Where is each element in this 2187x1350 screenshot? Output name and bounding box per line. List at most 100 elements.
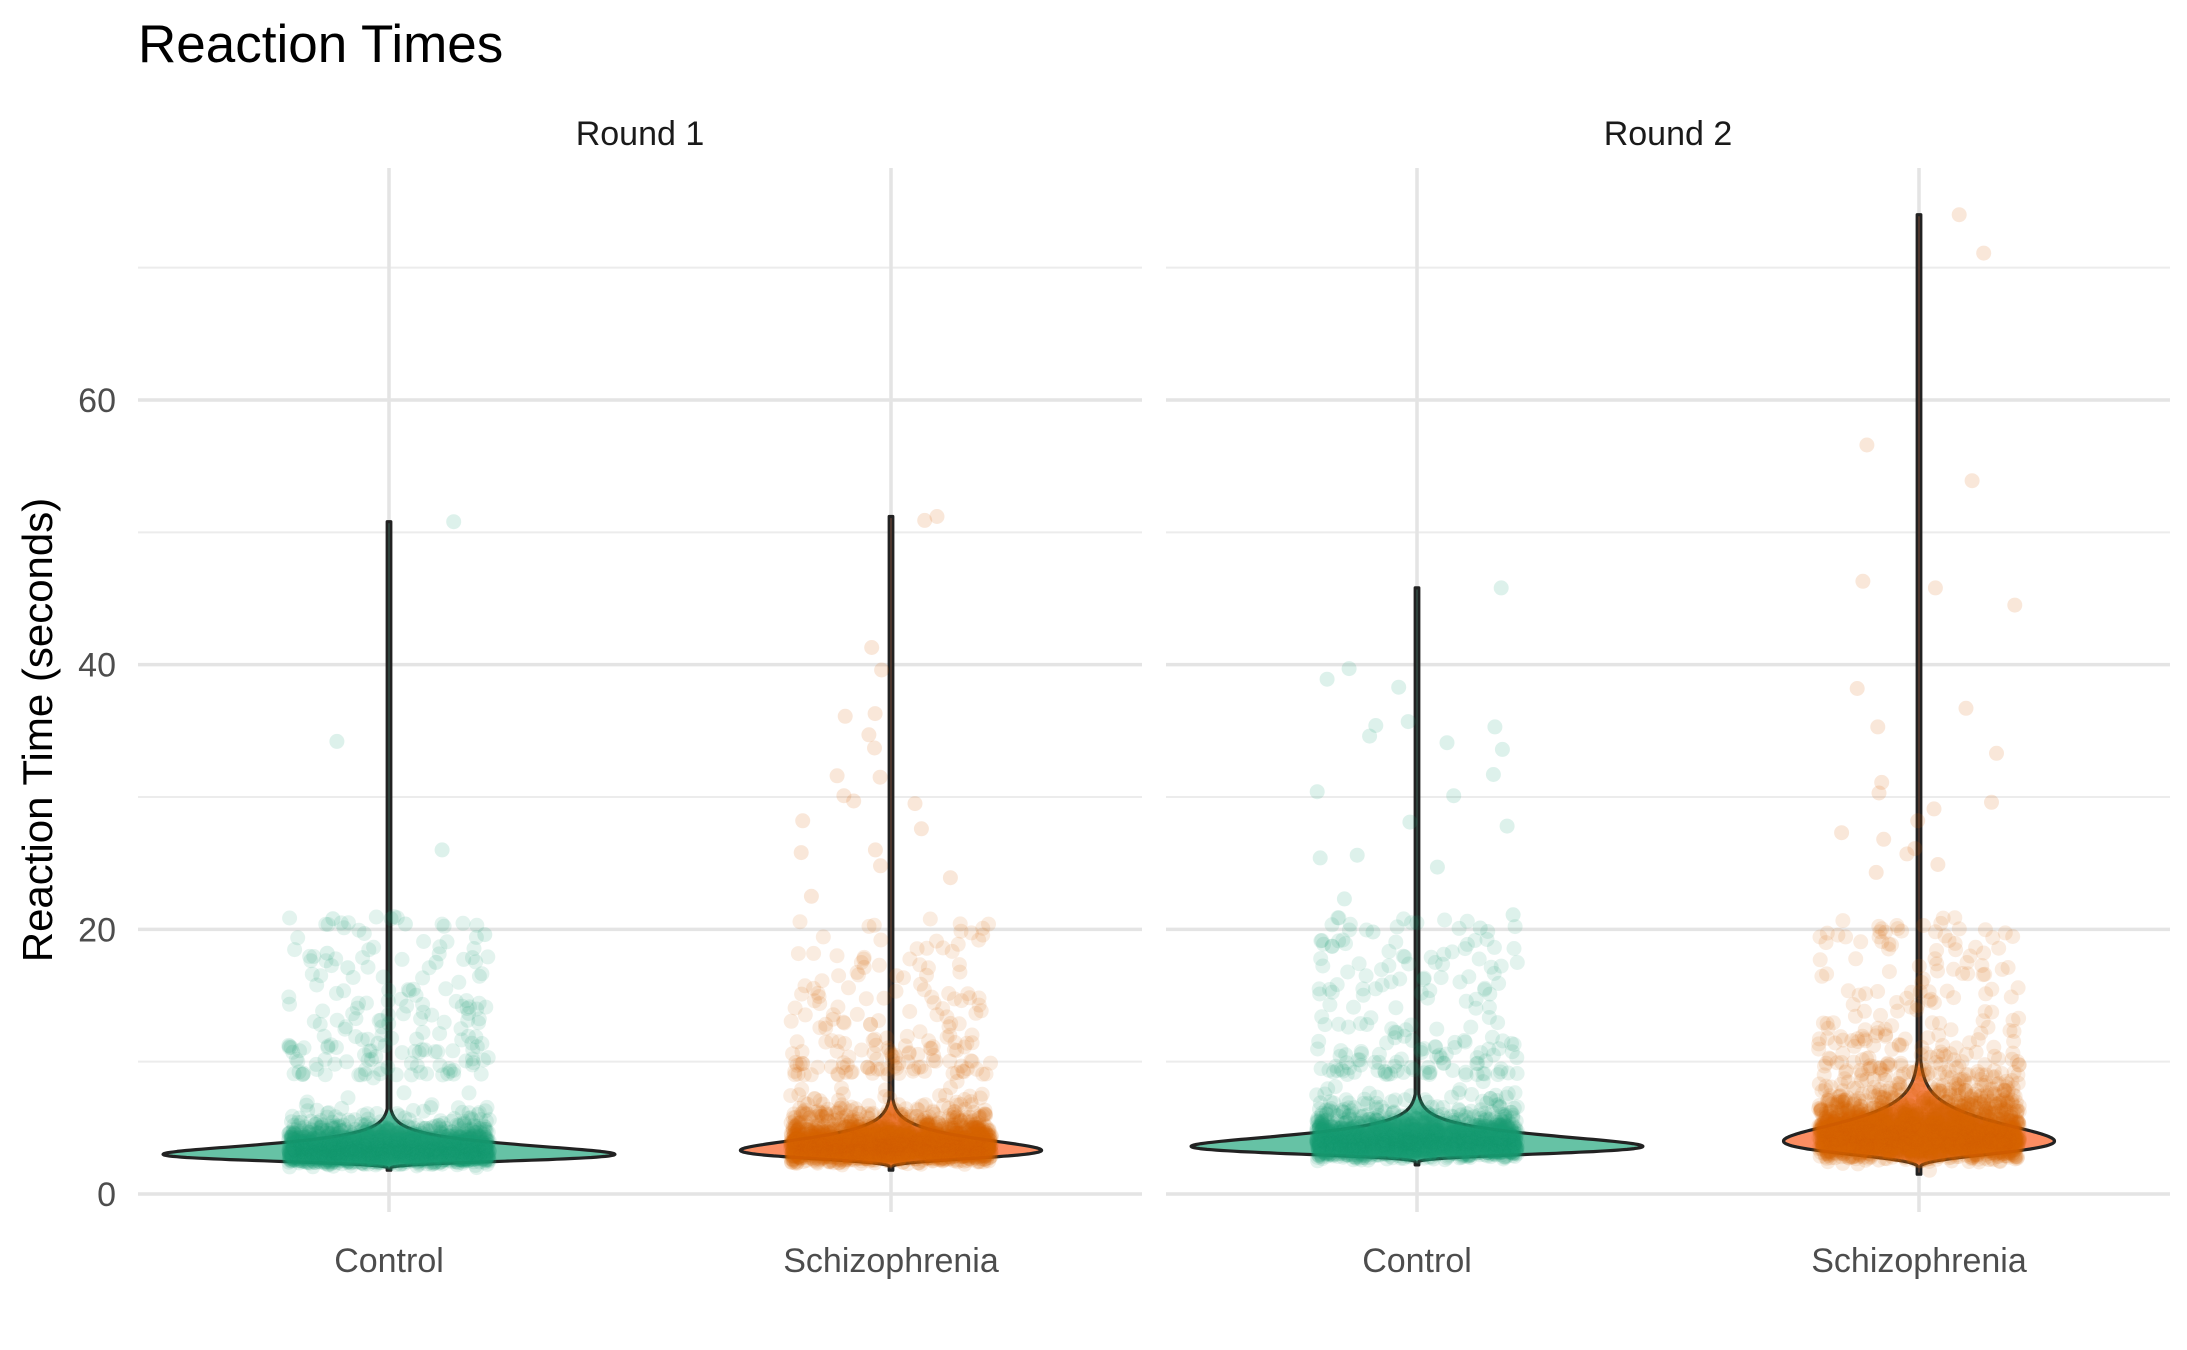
data-point [441,1145,457,1161]
data-point [348,1011,364,1027]
data-point [327,1145,343,1161]
data-point [806,1091,822,1107]
data-point [899,1028,915,1044]
data-point [327,1109,343,1125]
data-point [849,1006,865,1022]
data-point [964,1035,980,1051]
data-point [406,1150,422,1166]
data-point [413,1135,429,1151]
data-point [878,1148,894,1164]
data-point [448,1153,464,1169]
grid-layer [138,168,2170,1212]
data-point [301,1125,317,1141]
data-point [312,1128,328,1144]
data-point [405,1146,421,1162]
data-point [319,1123,335,1139]
data-point [366,1138,382,1154]
data-point [356,1141,372,1156]
data-point [282,996,297,1012]
data-point [319,1109,335,1125]
data-point [326,1149,342,1165]
data-point [406,1120,422,1136]
data-point [392,1143,408,1159]
outlier-point [942,870,958,886]
data-point [336,983,352,999]
data-point [439,1146,455,1161]
data-point [451,974,467,990]
data-point [392,1133,408,1149]
data-point [473,1149,488,1165]
data-point [442,1145,458,1161]
data-point [297,1134,313,1150]
data-point [296,1147,312,1163]
data-point [340,1146,356,1162]
data-point [975,920,991,936]
data-point [473,1066,489,1082]
data-point [912,957,928,973]
outlier-point [446,514,462,530]
data-point [471,968,487,984]
data-point [366,1154,382,1170]
data-point [467,1150,483,1165]
data-point [479,1099,495,1115]
data-point [457,1141,473,1157]
data-point [313,1144,329,1160]
data-point [895,1154,911,1170]
data-point [844,1064,860,1080]
data-point [381,1139,397,1155]
data-point [369,1152,385,1168]
data-point [915,1119,930,1135]
data-point [353,1146,369,1162]
data-point [478,1146,494,1162]
data-point [466,1144,482,1160]
data-point [397,1147,413,1163]
data-point [345,1140,361,1156]
data-point [962,1109,978,1125]
violin-layer [161,213,2057,1176]
violin-control [161,520,617,1172]
data-point [432,939,448,955]
point-layer [281,207,2027,1178]
data-point [810,1059,826,1075]
data-point [281,1137,297,1152]
data-point [355,950,371,966]
outlier-point [793,845,809,861]
data-point [385,1148,401,1164]
data-point [856,959,872,975]
data-point [414,1125,430,1141]
data-point [473,1132,489,1148]
data-point [480,1149,496,1165]
outlier-point [837,708,853,724]
data-point [345,1125,361,1141]
data-point [926,1047,942,1063]
data-point [792,914,808,930]
data-point [872,1116,888,1132]
data-point [282,1147,298,1163]
data-point [352,1138,368,1154]
outlier-point [434,842,450,858]
data-point [353,1150,368,1166]
data-point [347,1133,362,1149]
data-point [319,1137,335,1153]
data-point [400,1131,416,1147]
data-point [319,1147,335,1163]
violin-control [1189,586,1645,1167]
data-point [420,1141,436,1157]
data-point [387,1134,403,1150]
data-point [790,946,806,962]
data-point [352,1143,368,1159]
data-point [367,1144,383,1160]
data-point [442,1145,458,1161]
data-point [941,986,957,1001]
data-point [331,1149,347,1165]
data-point [807,1118,823,1134]
data-point [364,1134,380,1149]
data-point [455,1151,471,1167]
data-point [408,1145,424,1161]
data-point [927,1146,943,1162]
data-point [471,1011,487,1027]
data-point [327,1152,343,1168]
data-point [416,934,432,949]
data-point [402,1138,418,1154]
data-point [417,1141,433,1156]
